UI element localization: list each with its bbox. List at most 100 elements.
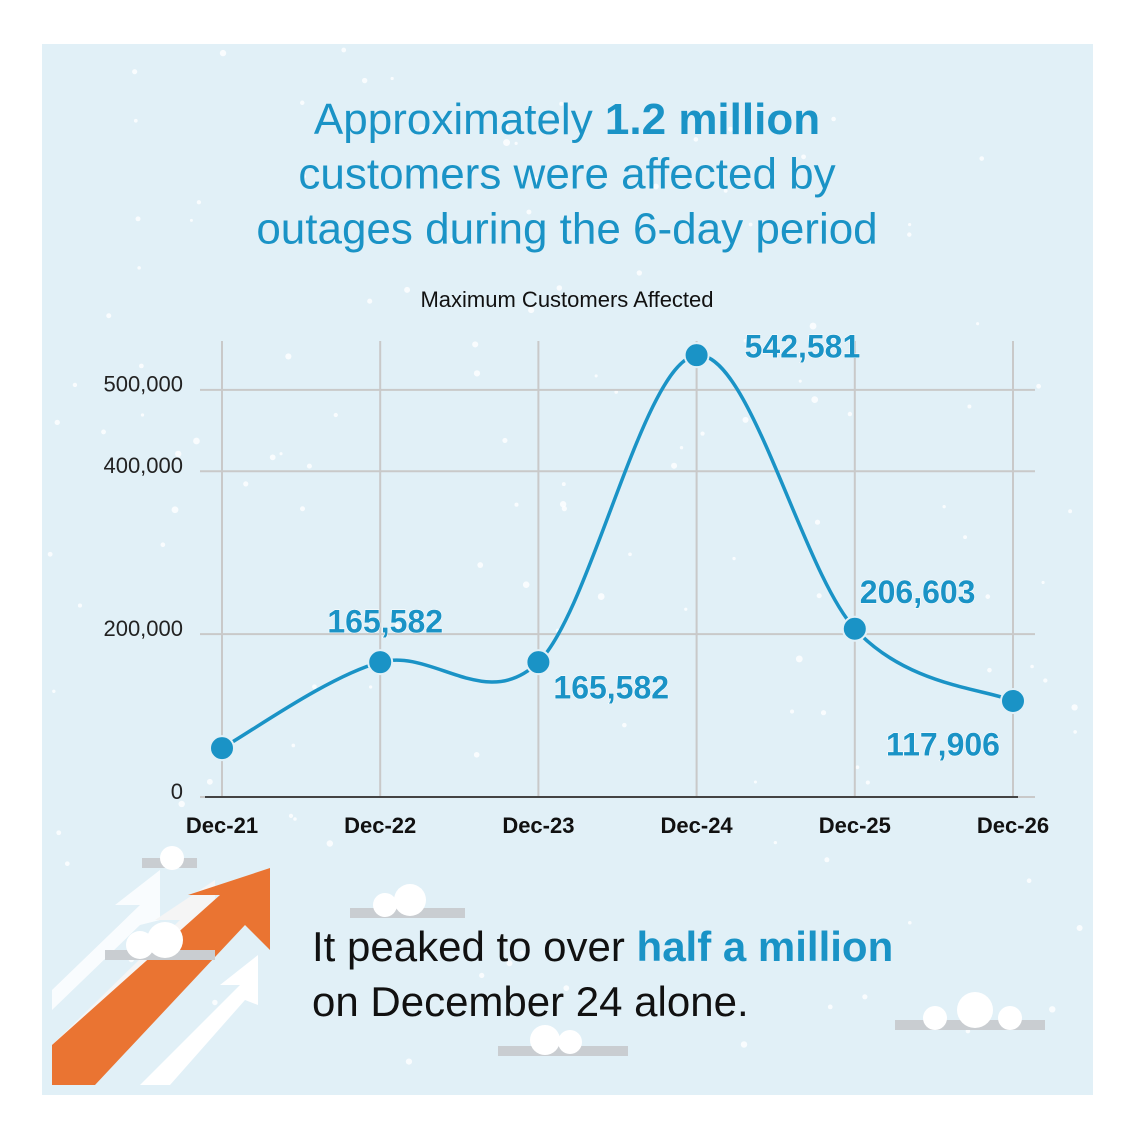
snowflake [133,118,138,123]
snowflake [479,972,485,979]
snowflake [723,188,728,193]
snowflake [405,1058,413,1065]
snowflake [561,482,566,487]
snowflake [519,950,525,956]
snowflake [502,437,508,443]
snowflake [594,374,598,378]
snowflake [449,237,456,244]
cloud [350,884,465,918]
snowflake [1043,678,1048,683]
snowflake [814,519,821,525]
snowflake [561,506,567,512]
snowflake [503,139,511,147]
snowflake [77,603,83,608]
snowflake [1071,704,1078,711]
y-tick-label: 200,000 [103,616,183,641]
arrow [52,870,160,1010]
annotation-highlight: half a million [637,923,894,970]
snowflake [394,623,400,629]
snowflake [622,722,627,728]
snowflake [288,813,294,818]
snowflake [404,286,411,293]
snowflake [773,840,778,845]
snowflake [979,156,985,161]
snowflake [908,920,912,925]
snowflake [135,216,141,222]
snowflake [189,218,193,222]
title-part: Approximately [314,95,605,144]
snowflake [193,437,200,445]
snowflake [1076,925,1083,932]
snowflake [809,322,817,330]
snowflake [908,223,912,227]
snowflake [106,313,112,319]
cloud [142,846,197,870]
plot: 0 200,000 400,000 500,000 Dec-21 Dec-22 Dec-23… [103,328,1049,838]
x-tick-label: Dec-21 [186,813,258,838]
snowflake [361,77,368,84]
snowflake [326,840,334,847]
data-label: 165,582 [327,604,443,640]
snowflake [985,594,991,599]
snowflake [963,535,968,540]
chart-title: Approximately 1.2 million [314,95,820,144]
snowflake [556,285,563,291]
snowflake [831,116,836,122]
chart-title: customers were affected by [298,150,835,199]
snowflake [742,416,749,423]
data-point [1000,687,1026,714]
snowflake [811,396,819,403]
snowflake [524,944,529,948]
snowflake [243,481,249,487]
snowflake [293,817,297,821]
snowflake [671,462,678,469]
annotation: It peaked to over half a million [312,923,893,970]
snowflake [827,1004,833,1010]
snowflake [291,743,296,748]
x-tick-label: Dec-23 [502,813,574,838]
snowflake [175,450,182,458]
snowflake [597,593,605,600]
data-label: 542,581 [745,329,861,365]
cloud [498,1025,628,1056]
snowflake [164,387,169,392]
x-tick-label: Dec-24 [661,813,734,838]
annotation-part: It peaked to over [312,923,637,970]
snowflake [196,200,202,205]
snowflake [743,338,748,343]
y-tick-label: 0 [171,779,183,804]
snowflake [367,298,373,304]
snowflake [748,222,753,227]
snowflake [855,765,860,770]
snowflake [522,581,530,588]
snowflake [132,69,138,75]
snowflake [137,266,141,270]
snowflake [684,607,688,611]
snowflake [563,985,570,991]
snowflake [472,341,479,348]
snowflake [502,124,510,132]
snowflake [652,183,659,190]
snowflake [559,501,567,508]
y-tick-label: 500,000 [103,372,183,397]
x-tick-label: Dec-25 [819,813,891,838]
y-tick-label: 400,000 [103,453,183,478]
snowflake [212,999,218,1006]
snowflake [795,655,803,663]
snowflake [477,562,484,568]
arrow [52,868,270,1085]
snowflake [907,232,912,237]
snowflake [942,505,946,509]
snowflake [532,176,539,183]
snowflake [140,413,145,417]
snowflake [553,114,558,119]
snowflake [72,382,78,388]
snowflake [727,126,733,132]
data-point [841,615,868,642]
snowflake [418,126,426,134]
snowflake [139,363,144,369]
snowflake [341,47,347,53]
snowflake [816,593,822,599]
snowflake [306,463,312,469]
snowflake [976,322,980,326]
